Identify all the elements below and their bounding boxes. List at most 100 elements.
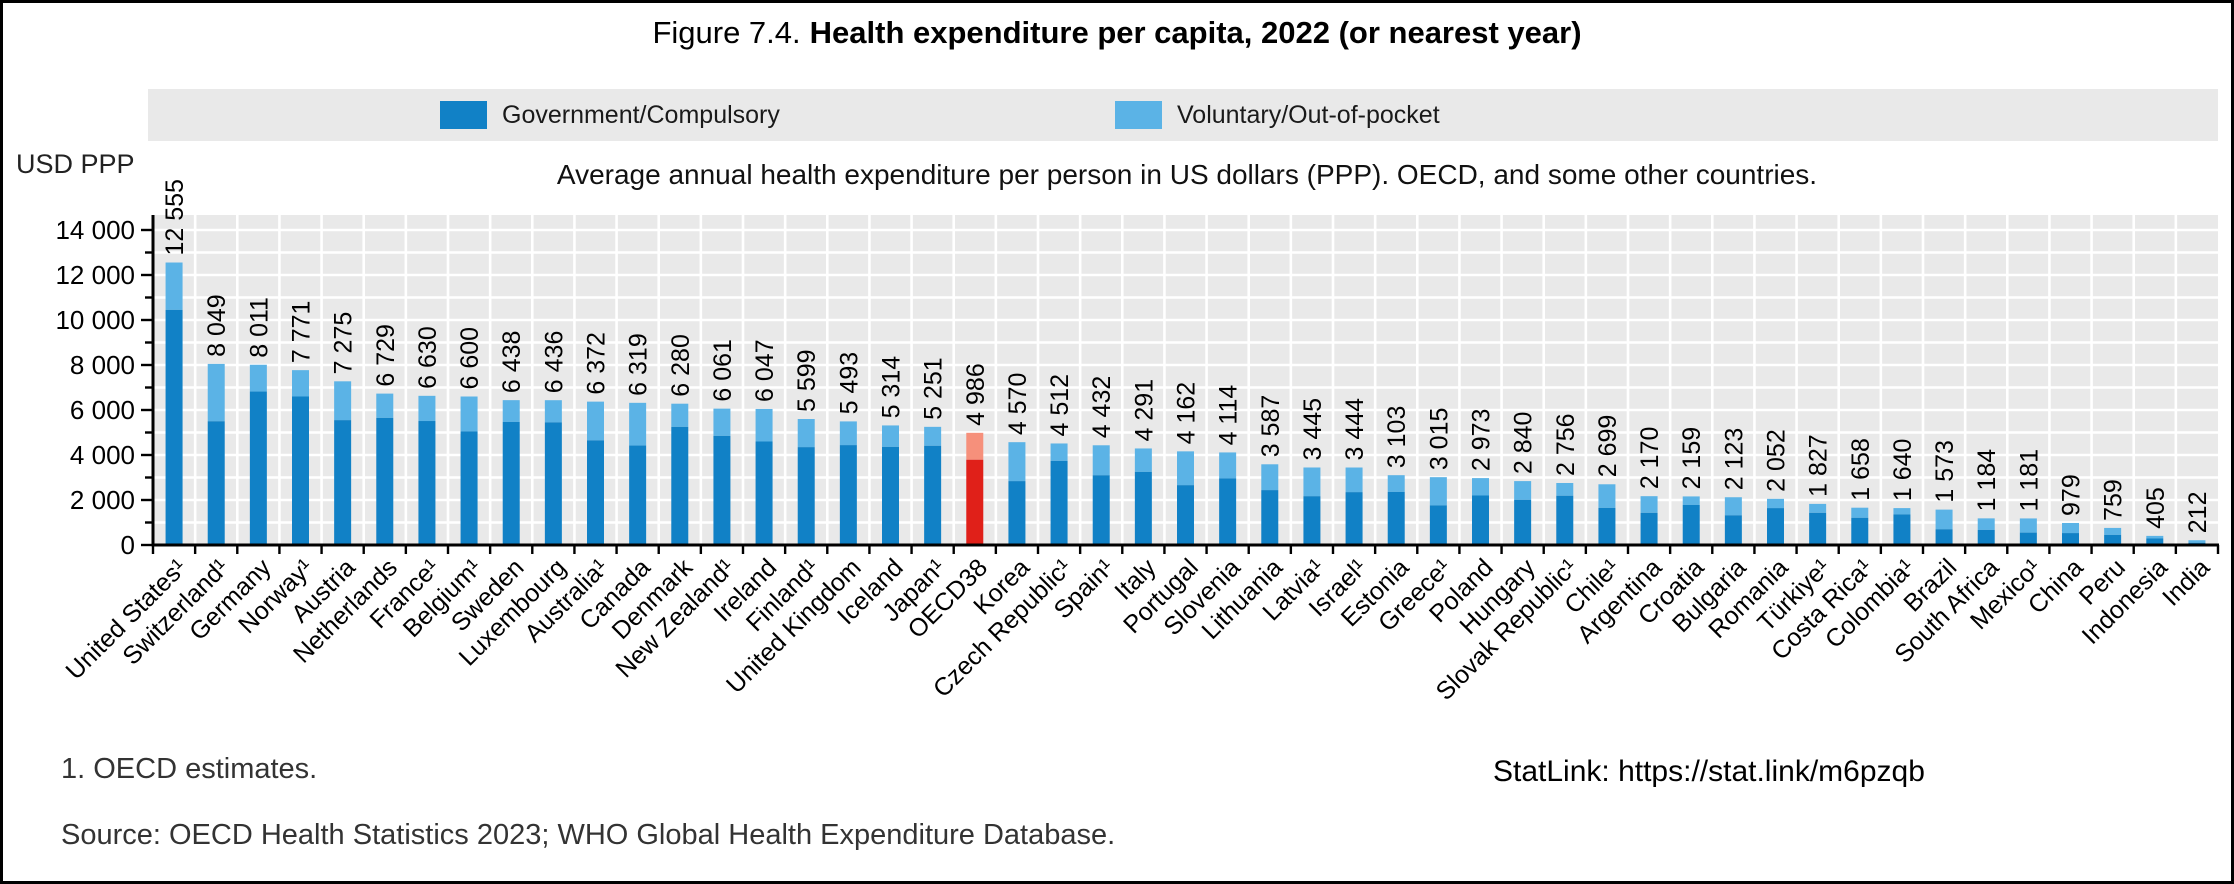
bar-voluntary-segment xyxy=(1472,478,1489,496)
bar-government-segment xyxy=(924,445,942,545)
bar-voluntary-segment xyxy=(755,408,773,442)
bar-government-segment xyxy=(1598,507,1616,545)
value-label: 1 827 xyxy=(1805,434,1833,497)
bar-government-segment xyxy=(1303,496,1321,545)
legend-label-government: Government/Compulsory xyxy=(502,100,780,129)
bar-voluntary-segment xyxy=(882,425,899,447)
footnote: 1. OECD estimates. xyxy=(61,753,318,785)
bar-government-segment xyxy=(1977,529,1995,545)
bar-voluntary-segment xyxy=(671,403,689,427)
value-label: 212 xyxy=(2184,492,2212,534)
value-label: 2 052 xyxy=(1763,429,1791,492)
bar-voluntary-segment xyxy=(1682,496,1700,505)
bar-government-segment xyxy=(587,440,604,545)
statlink-url[interactable]: StatLink: https://stat.link/m6pzqb xyxy=(1493,755,1925,788)
bar-government-segment xyxy=(1809,512,1827,545)
bar-government-segment xyxy=(2062,533,2079,545)
bar-voluntary-segment xyxy=(1429,477,1447,506)
bar-voluntary-segment xyxy=(2019,518,2037,533)
bar-government-segment xyxy=(2019,532,2037,545)
bar-government-segment xyxy=(2146,538,2164,545)
legend: Government/Compulsory Voluntary/Out-of-p… xyxy=(148,89,2218,141)
y-tick-label: 2 000 xyxy=(70,485,135,515)
bar-government-segment xyxy=(629,445,647,545)
bar-voluntary-segment xyxy=(418,395,436,422)
bar-voluntary-segment xyxy=(2062,522,2079,534)
bar-voluntary-segment xyxy=(292,370,309,397)
value-label: 4 162 xyxy=(1173,382,1201,445)
bar-government-segment xyxy=(1682,504,1700,545)
bar-voluntary-segment xyxy=(1261,464,1279,491)
bar-voluntary-segment xyxy=(1092,445,1110,476)
value-label: 6 047 xyxy=(751,339,779,402)
value-label: 6 319 xyxy=(625,333,653,396)
y-tick-label: 10 000 xyxy=(55,305,135,335)
bar-voluntary-segment xyxy=(1514,481,1532,500)
bar-voluntary-segment xyxy=(1640,496,1658,513)
bar-voluntary-segment xyxy=(502,400,520,422)
bar-voluntary-segment xyxy=(629,402,647,446)
bar-government-segment xyxy=(1429,505,1447,545)
value-label: 4 986 xyxy=(962,363,990,426)
bar-government-segment xyxy=(1556,495,1574,545)
value-label: 6 630 xyxy=(414,326,442,389)
bar-voluntary-segment xyxy=(334,381,352,421)
value-label: 759 xyxy=(2100,479,2128,521)
value-label: 6 729 xyxy=(372,324,400,387)
value-label: 2 123 xyxy=(1720,428,1748,491)
bar-voluntary-segment xyxy=(1345,467,1363,493)
bar-voluntary-segment xyxy=(1851,507,1869,518)
bar-government-segment xyxy=(2104,534,2122,545)
y-tick-label: 4 000 xyxy=(70,440,135,470)
bar-government-segment xyxy=(1935,529,1953,545)
country-label: India xyxy=(2157,553,2215,611)
bar-voluntary-segment xyxy=(1219,452,1237,479)
bar-government-segment xyxy=(1387,491,1405,545)
bar-voluntary-segment xyxy=(713,408,731,436)
bar-government-segment xyxy=(1008,481,1026,545)
value-label: 7 275 xyxy=(330,312,358,375)
value-label: 405 xyxy=(2142,487,2170,529)
value-label: 4 432 xyxy=(1088,376,1116,439)
bar-voluntary-segment xyxy=(1893,508,1911,515)
value-label: 3 587 xyxy=(1257,395,1285,458)
bar-government-segment xyxy=(460,431,478,545)
figure-title-text: Health expenditure per capita, 2022 (or … xyxy=(809,15,1582,50)
legend-entry-government: Government/Compulsory xyxy=(440,89,780,141)
legend-label-voluntary: Voluntary/Out-of-pocket xyxy=(1177,100,1440,129)
government-swatch-icon xyxy=(440,101,487,129)
bar-voluntary-segment xyxy=(1556,482,1574,496)
bar-government-segment xyxy=(797,447,815,545)
value-label: 8 011 xyxy=(245,297,273,358)
bar-voluntary-segment xyxy=(1809,503,1827,513)
y-tick-label: 8 000 xyxy=(70,350,135,380)
bar-government-segment xyxy=(1767,508,1784,545)
figure-title: Figure 7.4. Health expenditure per capita… xyxy=(3,15,2231,51)
bar-government-segment xyxy=(1514,499,1532,545)
bar-government-segment xyxy=(418,421,436,545)
value-label: 3 103 xyxy=(1383,406,1411,469)
value-label: 5 251 xyxy=(920,357,948,420)
bar-voluntary-segment xyxy=(587,401,604,441)
bar-government-segment xyxy=(544,422,562,545)
bar-government-segment xyxy=(292,396,309,545)
bar-government-segment xyxy=(1177,485,1194,545)
bar-voluntary-segment xyxy=(1177,451,1194,486)
bar-voluntary-segment xyxy=(1303,467,1321,497)
y-tick-label: 6 000 xyxy=(70,395,135,425)
value-label: 3 015 xyxy=(1425,408,1453,471)
bar-government-segment xyxy=(671,426,689,545)
bar-government-segment xyxy=(165,309,183,545)
bar-government-segment xyxy=(1050,460,1068,545)
bar-voluntary-segment xyxy=(1977,518,1995,530)
value-label: 2 840 xyxy=(1510,412,1538,475)
figure-number: Figure 7.4. xyxy=(652,15,801,50)
value-label: 3 444 xyxy=(1341,398,1369,461)
chart-subtitle: Average annual health expenditure per pe… xyxy=(556,159,1818,190)
value-label: 8 049 xyxy=(203,294,231,357)
bar-government-segment xyxy=(334,420,352,545)
bar-government-segment xyxy=(1345,492,1363,545)
value-label: 4 291 xyxy=(1130,379,1158,442)
bar-voluntary-segment xyxy=(1724,497,1742,516)
